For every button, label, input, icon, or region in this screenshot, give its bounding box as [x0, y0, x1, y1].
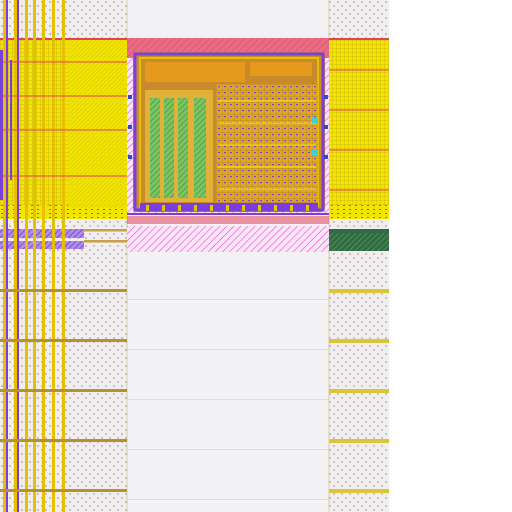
core-macro [127, 38, 329, 252]
left-bus-block [0, 0, 127, 512]
right-block-base [329, 38, 389, 218]
right-horizontal-straps [329, 289, 389, 493]
right-top-red-edge [329, 38, 389, 40]
macro-top-bus-2 [250, 62, 312, 76]
macro-pin-teeth [146, 205, 309, 211]
left-strap-2 [84, 240, 127, 243]
left-accent-lines [0, 61, 127, 177]
macro-base-stripe [127, 216, 329, 224]
right-bus-block [329, 38, 389, 493]
left-bus-yellow-block [68, 40, 125, 208]
left-vertical-buses [3, 0, 65, 512]
right-accent-lines [329, 69, 389, 191]
macro-top-bus [145, 62, 245, 82]
macro-left-array-columns [150, 98, 206, 198]
right-green-band [329, 233, 389, 251]
right-block-bottom-band [329, 205, 389, 219]
macro-cyan-tap-2 [312, 150, 318, 155]
macro-lower-halo [127, 226, 329, 252]
macro-cyan-tap-1 [312, 118, 318, 123]
left-strap-1 [84, 229, 127, 232]
macro-cell-rows [218, 100, 316, 190]
left-purple-ticks [0, 50, 12, 200]
macro-side-contacts [128, 95, 328, 159]
right-strap-band [329, 229, 389, 233]
left-horizontal-straps [0, 289, 127, 492]
macro-cell-array [216, 84, 318, 202]
